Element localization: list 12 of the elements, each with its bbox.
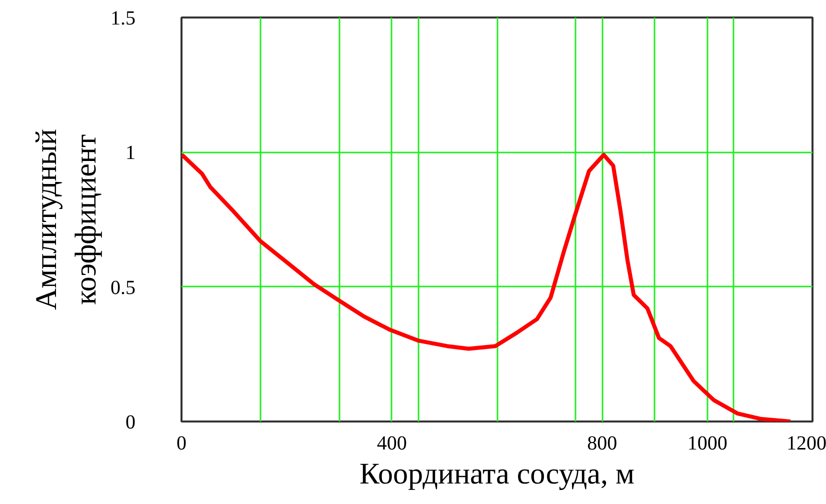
x-tick-label: 1000 xyxy=(687,432,728,454)
x-tick-label: 400 xyxy=(376,432,407,454)
y-tick-label: 1.5 xyxy=(110,8,136,30)
y-tick-label: 0.5 xyxy=(110,276,136,299)
x-axis-title: Координата сосуда, м xyxy=(360,458,635,490)
y-tick-label: 0 xyxy=(126,412,136,434)
x-tick-label: 1200 xyxy=(786,432,826,454)
y-tick-label: 1 xyxy=(126,142,136,164)
x-tick-label: 0 xyxy=(176,432,186,454)
x-tick-label: 800 xyxy=(587,432,618,454)
line-series xyxy=(182,152,792,422)
y-axis-title: Амплитудный коэффициент xyxy=(30,128,102,310)
